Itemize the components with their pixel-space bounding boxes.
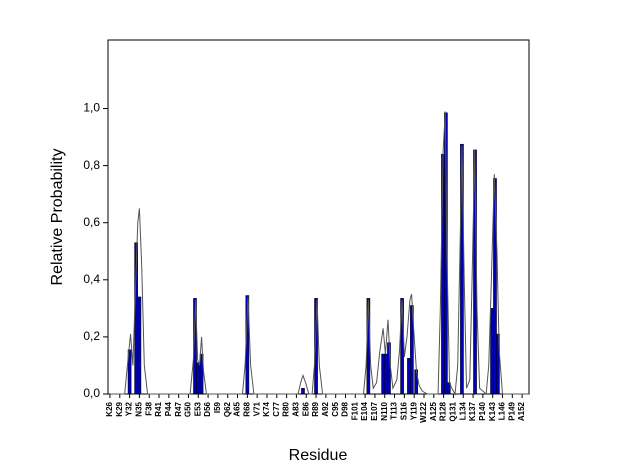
bar [496,333,500,395]
x-tick-label: R128 [439,401,448,421]
bar [137,296,142,395]
x-tick-label: L134 [458,401,467,420]
bar [460,143,464,395]
bar [127,349,132,395]
bar [301,388,305,395]
bar [447,382,451,395]
x-tick-label: Y32 [125,401,134,416]
x-tick-label: D98 [341,401,350,416]
bar [493,178,497,395]
x-tick-label: R89 [311,401,320,416]
x-tick-label: N35 [135,401,144,416]
bar [387,342,391,395]
y-tick-label: 1,0 [83,101,100,115]
x-tick-label: A152 [517,401,526,421]
y-tick-label: 0,4 [83,272,100,286]
x-tick-label: R80 [282,401,291,416]
x-tick-label: E86 [301,401,310,416]
y-tick-label: 0,2 [83,329,100,343]
x-tick-label: Q131 [449,401,458,421]
x-tick-label: K74 [262,401,271,416]
x-tick-label: A65 [233,401,242,416]
x-tick-label: A125 [429,401,438,421]
bar [490,308,494,395]
bar [444,112,448,395]
plot-frame [107,39,530,395]
x-tick-label: N110 [380,401,389,420]
x-tick-label: I59 [213,401,222,413]
bar [407,358,411,395]
x-tick-label: T113 [390,401,399,419]
x-tick-label: G50 [184,401,193,417]
bar [199,353,204,395]
y-axis-label: Relative Probability [49,149,66,286]
x-tick-label: K143 [488,401,497,421]
x-tick-label: P140 [478,401,487,420]
x-tick-label: P149 [507,401,516,420]
x-tick-label: K137 [468,401,477,421]
x-tick-label: E107 [370,401,379,420]
x-tick-label: S116 [399,401,408,420]
x-tick-label: W122 [419,401,428,422]
y-tick-label: 0,0 [83,386,100,400]
bar [314,298,318,395]
x-tick-label: E104 [360,401,369,420]
x-tick-label: E53 [193,401,202,416]
x-tick-label: F38 [144,401,153,415]
bar [196,362,201,395]
bar [383,353,388,395]
y-tick-label: 0,8 [83,158,100,172]
x-tick-label: K29 [115,401,124,416]
x-tick-label: R41 [154,401,163,416]
density-curve [109,111,529,396]
x-tick-label: K26 [105,401,114,416]
x-tick-label: C77 [272,401,281,416]
x-tick-label: L146 [498,401,507,420]
x-tick-label: P44 [164,401,173,416]
y-tick-label: 0,6 [83,215,100,229]
x-tick-label: V71 [252,401,261,416]
x-tick-label: Y119 [409,401,418,420]
x-tick-label: A92 [321,401,330,416]
x-axis-label: Residue [289,447,348,464]
x-tick-label: D56 [203,401,212,416]
x-tick-label: Q62 [223,401,232,417]
x-tick-label: R68 [242,401,251,416]
x-tick-label: R47 [174,401,183,416]
x-tick-label: C95 [331,401,340,416]
x-tick-label: A83 [292,401,301,416]
x-tick-label: F101 [350,401,359,420]
